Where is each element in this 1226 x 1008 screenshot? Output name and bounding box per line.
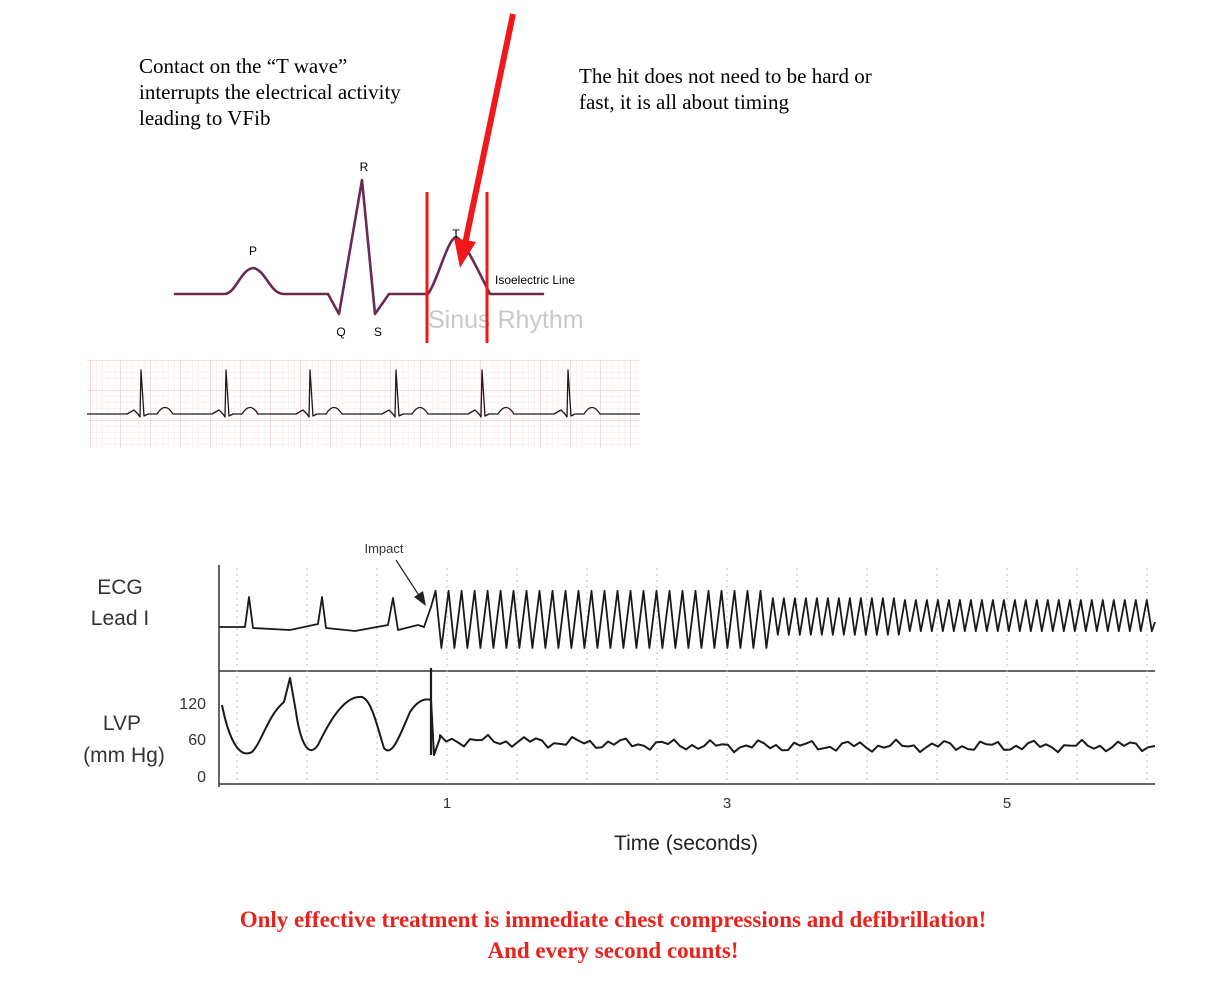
lvp-tick-label: 120 (179, 696, 206, 713)
time-tick-label: 1 (443, 795, 451, 812)
treatment-message: Only effective treatment is immediate ch… (0, 904, 1226, 935)
sinus-rhythm-label: Sinus Rhythm (428, 306, 584, 334)
time-axis-label: Time (seconds) (614, 832, 758, 855)
impact-pointer (396, 560, 426, 606)
urgency-message: And every second counts! (0, 935, 1226, 966)
isoelectric-line-label: Isoelectric Line (495, 273, 575, 287)
p-wave-label: P (249, 244, 257, 258)
r-wave-label: R (360, 160, 369, 174)
lvp-channel-label: (mm Hg) (83, 744, 165, 767)
s-wave-label: S (374, 325, 382, 339)
ecg-channel-label: Lead I (91, 607, 149, 630)
pqrst-complex: P R Q S T Isoelectric Line Sinus Rhythm (175, 14, 584, 343)
ecg-lead-i-trace (219, 591, 1155, 648)
impact-arrow (454, 14, 513, 268)
impact-label: Impact (364, 541, 403, 556)
time-tick-label: 5 (1003, 795, 1011, 812)
impact-recording: Impact ECG Lead I LVP (mm Hg) 120 60 0 1… (83, 541, 1155, 855)
ecg-grid-paper (87, 360, 640, 448)
lvp-channel-label: LVP (103, 712, 141, 735)
lvp-tick-label: 0 (197, 769, 206, 786)
ecg-channel-label: ECG (97, 576, 143, 599)
lvp-tick-label: 60 (188, 732, 206, 749)
lvp-pressure-trace (222, 678, 1155, 755)
q-wave-label: Q (336, 325, 345, 339)
sinus-rhythm-strip (87, 360, 640, 448)
time-tick-label: 3 (723, 795, 731, 812)
